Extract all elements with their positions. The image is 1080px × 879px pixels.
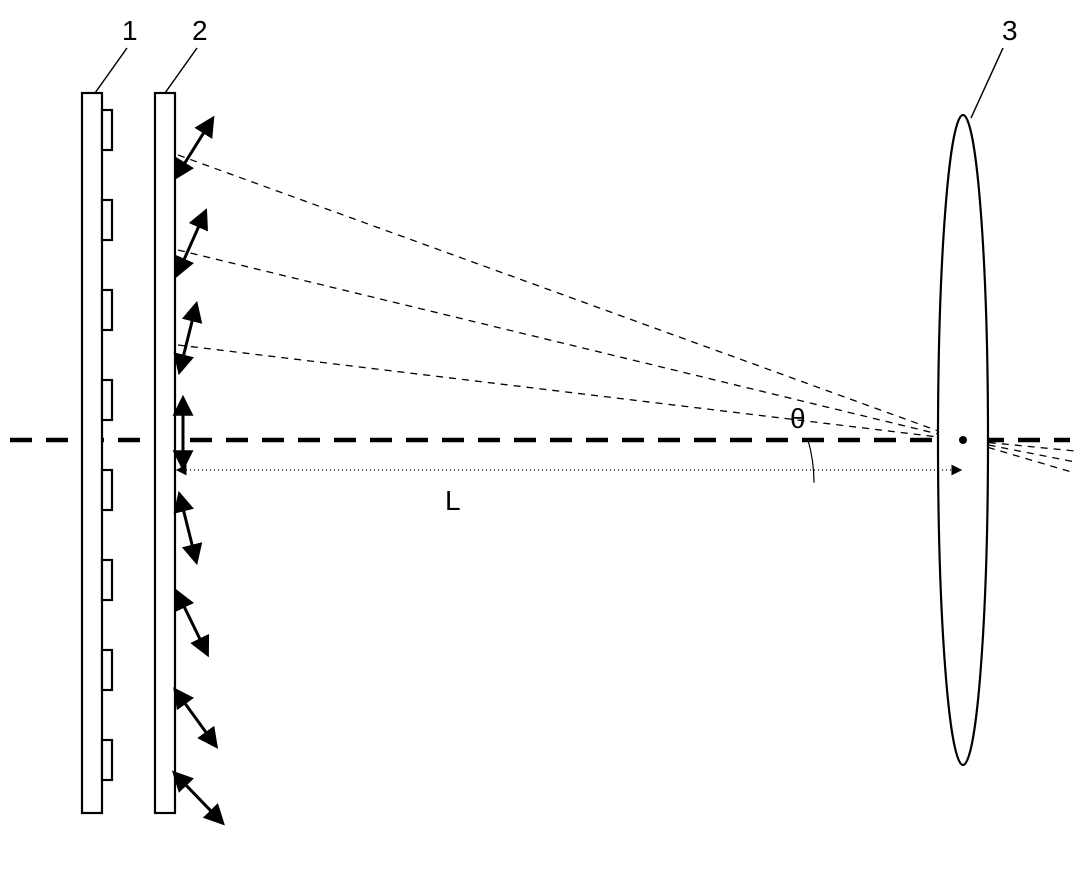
focal-point [959, 436, 967, 444]
label-angle: θ [790, 403, 806, 434]
label-distance: L [445, 485, 461, 516]
label-element-1: 1 [122, 15, 138, 46]
optical-diagram: 1 2 3 L θ [0, 0, 1080, 879]
element-1-grating [82, 93, 112, 813]
label-element-2: 2 [192, 15, 208, 46]
field-arrows [175, 119, 222, 822]
leader-lines [95, 48, 1003, 118]
element-2-plate [155, 93, 175, 813]
label-element-3: 3 [1002, 15, 1018, 46]
angle-arc [808, 440, 814, 483]
